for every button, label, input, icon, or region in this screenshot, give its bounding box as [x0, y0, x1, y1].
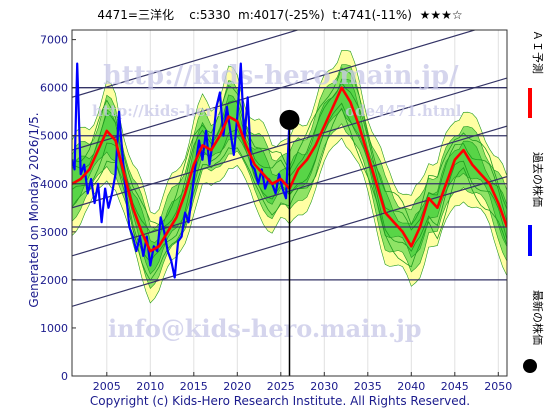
y-tick-label: 2000: [40, 274, 68, 287]
target-price: t:4741(-11%): [332, 8, 412, 22]
watermark-code-small: ode4471.html: [345, 102, 462, 120]
x-tick-label: 2015: [180, 380, 208, 393]
current-price: c:5330: [189, 8, 231, 22]
rating-stars: ★★★☆: [419, 8, 463, 22]
legend-ai-label: ＡＩ予測: [531, 30, 545, 74]
y-tick-label: 4000: [40, 178, 68, 191]
y-axis: 0 1000 2000 3000 4000 5000 6000 7000: [40, 34, 76, 383]
y-tick-label: 6000: [40, 82, 68, 95]
trend-line: [72, 30, 300, 98]
legend: ＡＩ予測 過去の株価 最新の株価: [523, 30, 545, 373]
y-tick-label: 1000: [40, 322, 68, 335]
y-tick-label: 7000: [40, 34, 68, 47]
watermark-email: info@kids-hero.main.jp: [108, 314, 422, 343]
copyright-footer: Copyright (c) Kids-Hero Research Institu…: [89, 394, 471, 408]
legend-latest-label: 最新の株価: [531, 290, 545, 345]
x-tick-label: 2020: [223, 380, 251, 393]
y-tick-label: 5000: [40, 130, 68, 143]
watermark-url: http://kids-hero.main.jp/: [103, 61, 459, 91]
legend-past-label: 過去の株価: [531, 152, 545, 207]
watermark-url-small: http://kids-hero: [92, 102, 223, 120]
x-tick-label: 2035: [354, 380, 382, 393]
x-tick-label: 2010: [136, 380, 164, 393]
y-tick-label: 0: [61, 370, 68, 383]
past-price-line: [72, 62, 291, 279]
y-tick-label: 3000: [40, 226, 68, 239]
x-tick-label: 2050: [484, 380, 512, 393]
x-tick-label: 2045: [441, 380, 469, 393]
x-tick-label: 2040: [397, 380, 425, 393]
x-tick-label: 2025: [267, 380, 295, 393]
legend-latest-marker: [523, 359, 537, 373]
x-axis: 2005 2010 2015 2020 2025 2030 2035 2040 2045 2050: [93, 372, 512, 393]
trend-line: [72, 30, 477, 151]
plot-border: [71, 29, 508, 377]
chart-header: 4471=三洋化 c:5330 m:4017(-25%) t:4741(-11%…: [0, 6, 560, 23]
x-tick-label: 2030: [310, 380, 338, 393]
mid-price: m:4017(-25%): [238, 8, 325, 22]
code-name: 4471=三洋化: [97, 8, 174, 22]
x-tick-label: 2005: [93, 380, 121, 393]
watermarks: http://kids-hero.main.jp/ http://kids-he…: [92, 61, 462, 343]
latest-price-marker: [279, 109, 300, 130]
